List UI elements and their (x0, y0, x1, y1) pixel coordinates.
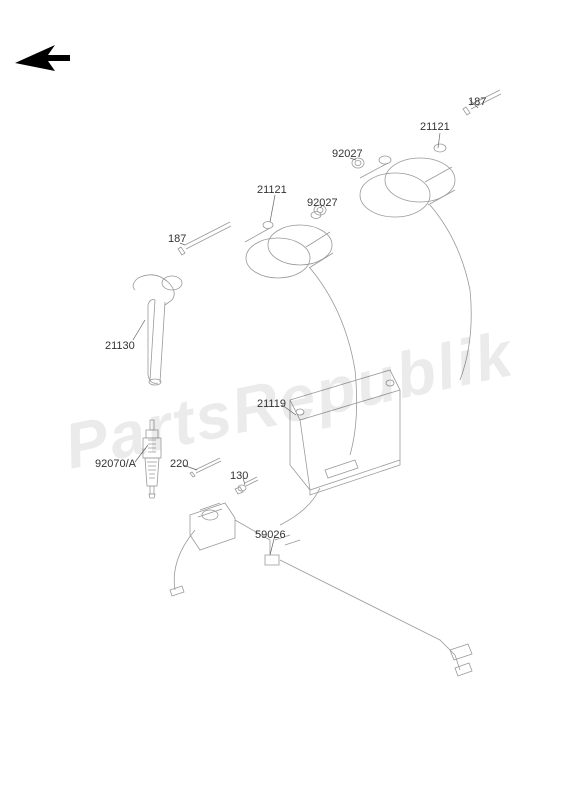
callout-21130: 21130 (105, 340, 135, 352)
parts-diagram (0, 0, 578, 800)
callout-92070a: 92070/A (95, 458, 136, 470)
callout-21121a: 21121 (420, 121, 450, 133)
coil-59026 (170, 503, 472, 676)
bolt-220 (190, 458, 221, 477)
spark-plug-92070 (143, 420, 161, 498)
callout-21121b: 21121 (257, 184, 287, 196)
igniter-21119 (280, 370, 400, 525)
callout-21119: 21119 (257, 398, 286, 410)
callout-92027a: 92027 (332, 148, 363, 160)
plug-cap-21130 (133, 275, 182, 385)
coil-upper-right (360, 144, 471, 380)
orientation-arrow (15, 45, 75, 80)
callout-59026: 59026 (255, 529, 286, 541)
callout-130: 130 (230, 470, 248, 482)
callout-92027b: 92027 (307, 197, 338, 209)
coil-middle (245, 212, 357, 456)
callout-187b: 187 (168, 233, 186, 245)
callout-187a: 187 (468, 96, 486, 108)
callout-220: 220 (170, 458, 188, 470)
arrow-shape (15, 45, 70, 71)
leader-lines (133, 100, 478, 555)
